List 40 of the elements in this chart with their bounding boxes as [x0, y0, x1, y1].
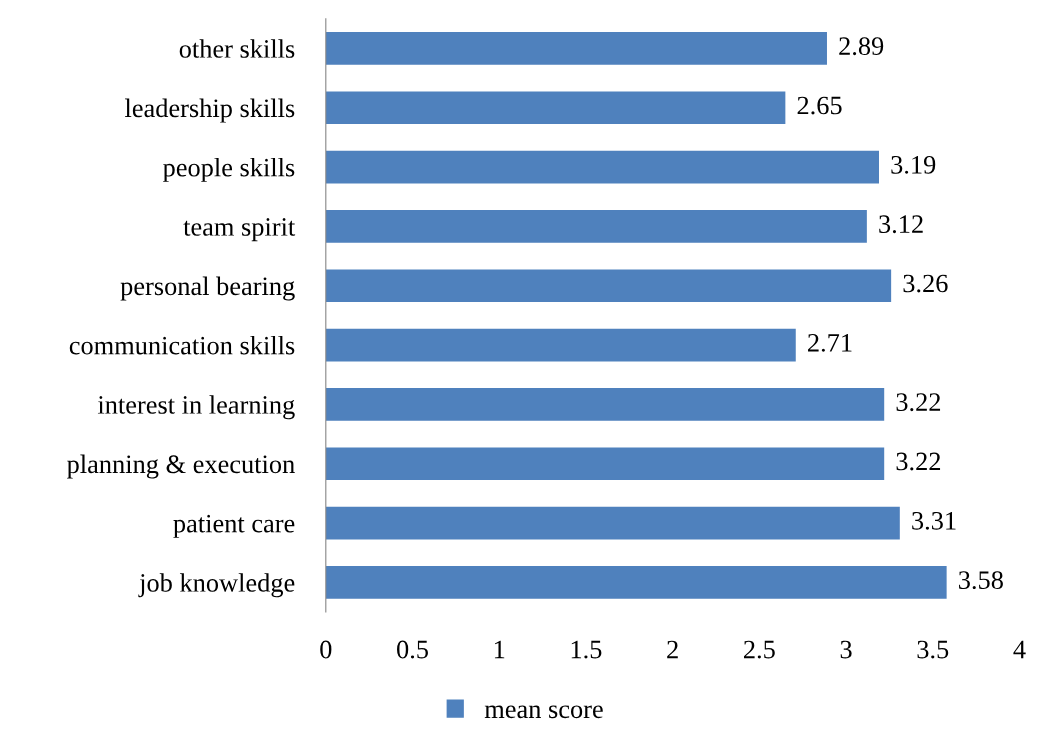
bar [325, 150, 879, 184]
data-label: 3.22 [896, 393, 941, 412]
y-tick-label: patient care [173, 514, 295, 538]
y-tick-label: communication skills [69, 335, 295, 355]
bar [325, 388, 885, 421]
y-tick-label: leadership skills [125, 98, 295, 123]
y-tick-label: job knowledge [138, 573, 295, 598]
y-tick-label: other skills [179, 39, 295, 58]
bar [325, 328, 796, 362]
data-label: 3.22 [896, 452, 941, 471]
y-tick-label: interest in learning [97, 395, 295, 420]
x-tick-label: 4 [1013, 640, 1026, 659]
y-tick-label: team spirit [183, 218, 296, 242]
bar [325, 506, 900, 540]
data-label: 3.31 [912, 511, 956, 530]
y-tick-label: planning & execution [67, 454, 295, 479]
legend-label: mean score [484, 705, 603, 719]
data-label: 3.26 [903, 274, 948, 293]
data-label: 3.12 [879, 215, 923, 234]
x-tick-label: 3.5 [917, 640, 949, 659]
data-label: 3.58 [959, 571, 1003, 590]
bar [325, 32, 827, 65]
x-tick-label: 2 [667, 640, 678, 659]
data-label: 2.71 [808, 333, 852, 352]
y-tick-label: personal bearing [120, 276, 295, 301]
data-label: 2.65 [797, 96, 842, 115]
bar [325, 566, 947, 599]
x-tick-label: 1 [494, 640, 505, 659]
bar [325, 210, 867, 243]
bar [325, 91, 786, 125]
data-label: 2.89 [839, 37, 884, 56]
x-tick-label: 1.5 [571, 640, 602, 659]
bar [325, 447, 885, 481]
x-tick-label: 2.5 [744, 640, 775, 659]
bar [325, 269, 892, 303]
x-tick-label: 0.5 [397, 640, 428, 659]
x-tick-label: 3 [840, 640, 852, 659]
x-tick-label: 0 [320, 640, 332, 659]
y-tick-label: people skills [163, 157, 295, 182]
data-label: 3.19 [891, 155, 936, 174]
